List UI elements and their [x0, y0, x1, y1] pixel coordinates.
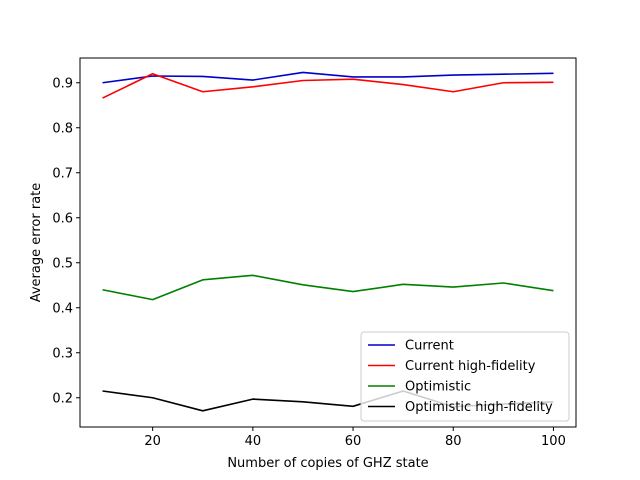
x-tick-label: 100	[541, 434, 566, 449]
axes-layer: 20 40 60 80 100 0.2 0.3 0.4 0.5 0.6 0.7 0.8 0.9	[52, 57, 577, 449]
y-tick-label: 0.7	[52, 166, 73, 181]
x-axis-label: Number of copies of GHZ state	[227, 456, 428, 471]
series-layer	[102, 71, 554, 412]
legend-label-4: Optimistic high-fidelity	[405, 400, 553, 415]
x-tick-label: 60	[345, 434, 362, 449]
series-line-3	[102, 274, 554, 301]
series-line-1	[102, 71, 554, 84]
legend-box	[360, 331, 570, 422]
legend-label-1: Current	[405, 339, 454, 354]
x-tick-label: 80	[445, 434, 462, 449]
y-tick-label: 0.3	[52, 346, 73, 361]
x-tick-label: 40	[245, 434, 262, 449]
y-tick-label: 0.9	[52, 76, 73, 91]
series-line-2	[102, 72, 554, 99]
x-tick-label: 20	[144, 434, 161, 449]
legend-label-3: Optimistic	[405, 380, 471, 395]
y-tick-label: 0.6	[52, 211, 73, 226]
legend-label-2: Current high-fidelity	[405, 359, 536, 374]
plot-frame	[79, 57, 577, 428]
y-tick-label: 0.5	[52, 256, 73, 271]
y-axis-label: Average error rate	[29, 183, 44, 303]
y-tick-label: 0.2	[52, 391, 73, 406]
legend: Current Current high-fidelity Optimistic Op…	[360, 331, 570, 422]
y-tick-label: 0.8	[52, 121, 73, 136]
y-tick-label: 0.4	[52, 301, 73, 316]
